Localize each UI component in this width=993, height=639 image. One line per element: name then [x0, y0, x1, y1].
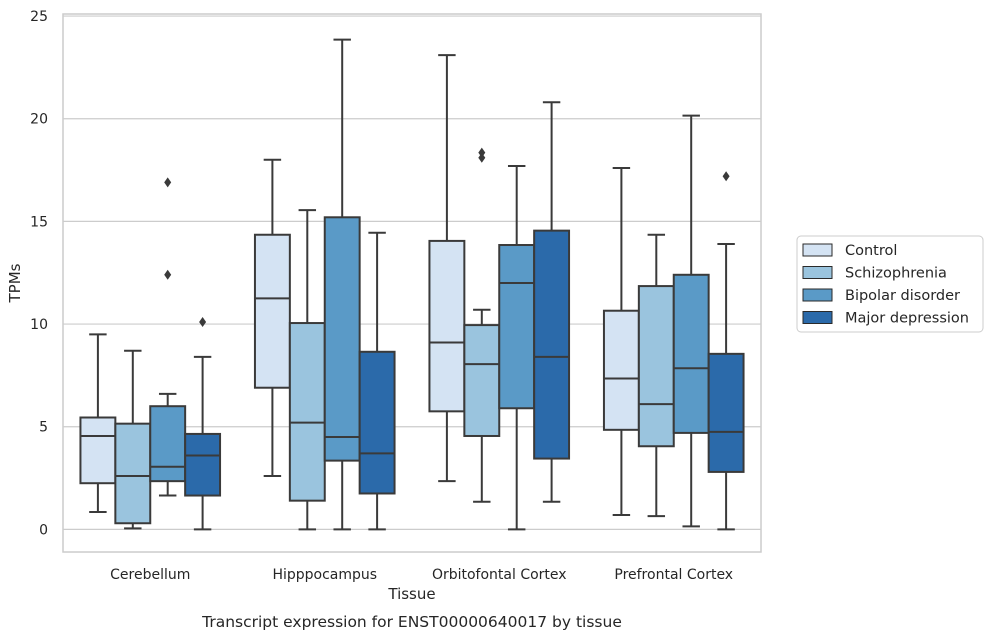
box-major-depression-hipppocampus — [358, 231, 396, 531]
y-tick-10: 10 — [30, 317, 48, 333]
legend: Control Schizophrenia Bipolar disorder Majo… — [796, 235, 984, 333]
box-body — [149, 405, 187, 483]
y-tick-20: 20 — [30, 112, 48, 128]
legend-label-major-depression: Major depression — [845, 311, 969, 327]
legend-swatch-major-depression — [802, 311, 833, 324]
box-body — [602, 309, 640, 431]
box-body — [428, 239, 466, 413]
box-body — [463, 324, 501, 437]
outlier-point — [722, 171, 730, 182]
legend-swatch-schizophrenia — [802, 266, 833, 279]
outlier-point — [478, 147, 486, 158]
box-schizophrenia-prefrontal-cortex — [637, 233, 675, 518]
box-body — [672, 273, 710, 434]
box-body — [184, 432, 222, 497]
box-body — [323, 216, 361, 462]
box-body — [114, 422, 152, 525]
box-body — [533, 229, 571, 460]
y-tick-0: 0 — [39, 522, 48, 538]
legend-items: Control Schizophrenia Bipolar disorder Majo… — [802, 243, 969, 327]
box-body — [288, 322, 326, 502]
y-tick-labels: 0 5 10 15 20 25 — [30, 9, 48, 538]
x-tick-cerebellum: Cerebellum — [110, 567, 190, 583]
box-bipolar-disorder-prefrontal-cortex — [672, 114, 710, 528]
y-tick-15: 15 — [30, 214, 48, 230]
box-body — [498, 244, 536, 410]
chart-caption: Transcript expression for ENST0000064001… — [201, 613, 622, 631]
outlier-point — [478, 152, 486, 163]
y-tick-25: 25 — [30, 9, 48, 25]
legend-frame — [796, 235, 984, 333]
box-major-depression-prefrontal-cortex — [707, 171, 745, 531]
box-bipolar-disorder-cerebellum — [149, 177, 187, 497]
boxes-layer — [79, 38, 745, 531]
box-body — [707, 352, 745, 473]
legend-swatch-control — [802, 243, 833, 257]
box-body — [79, 416, 117, 485]
outlier-point — [164, 177, 172, 188]
y-axis-label: TPMs — [6, 263, 24, 303]
legend-swatch-bipolar-disorder — [802, 288, 833, 302]
box-control-prefrontal-cortex — [602, 167, 640, 517]
box-body — [253, 233, 291, 389]
box-body — [637, 285, 675, 448]
x-tick-prefrontal-cortex: Prefrontal Cortex — [614, 567, 733, 583]
box-major-depression-orbitofontal-cortex — [533, 101, 571, 503]
legend-label-control: Control — [845, 243, 897, 259]
box-body — [358, 350, 396, 495]
x-axis-label: Tissue — [387, 585, 435, 603]
box-major-depression-cerebellum — [184, 317, 222, 531]
plot-frame — [62, 13, 762, 553]
outlier-point — [199, 317, 207, 328]
outlier-point — [164, 269, 172, 280]
box-control-orbitofontal-cortex — [428, 54, 466, 483]
x-tick-orbitofontal-cortex: Orbitofontal Cortex — [432, 567, 567, 583]
box-bipolar-disorder-hipppocampus — [323, 38, 361, 531]
legend-label-schizophrenia: Schizophrenia — [845, 266, 947, 282]
y-tick-5: 5 — [39, 420, 48, 436]
legend-label-bipolar-disorder: Bipolar disorder — [845, 288, 960, 304]
x-tick-hipppocampus: Hipppocampus — [272, 567, 377, 583]
box-bipolar-disorder-orbitofontal-cortex — [498, 164, 536, 531]
box-control-hipppocampus — [253, 158, 291, 478]
x-tick-labels: Cerebellum Hipppocampus Orbitofontal Corte… — [110, 567, 733, 583]
box-schizophrenia-cerebellum — [114, 349, 152, 530]
